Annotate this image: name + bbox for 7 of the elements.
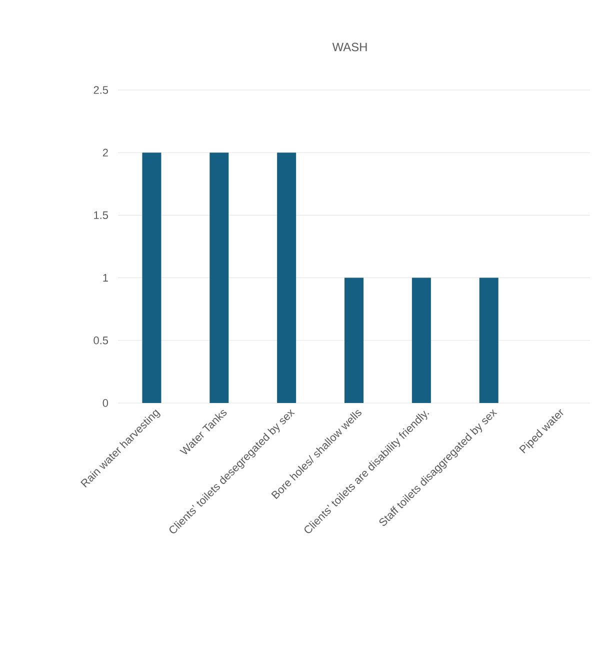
y-tick-label: 2.5 (94, 86, 108, 94)
y-tick-label: 2 (102, 148, 108, 156)
chart-title: WASH (332, 42, 367, 52)
y-tick-label: 1.5 (94, 211, 108, 220)
y-tick-label: 1 (103, 274, 108, 282)
y-tick-label: 0.5 (94, 336, 108, 344)
y-tick-label: 0 (102, 399, 108, 407)
